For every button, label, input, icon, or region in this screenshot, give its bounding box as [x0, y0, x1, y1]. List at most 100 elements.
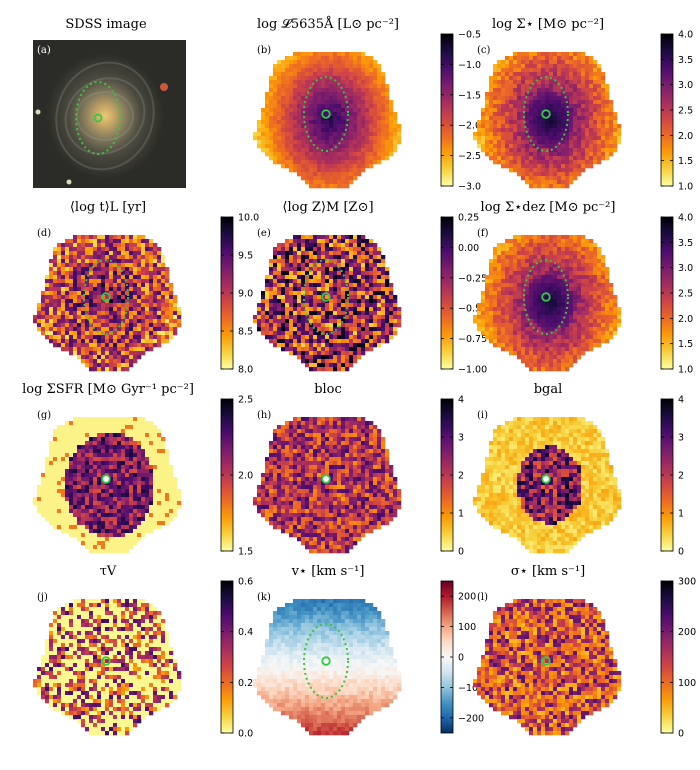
panel-label: (d)	[37, 228, 51, 239]
effective-radius-ellipse	[303, 623, 349, 699]
colorbar-tick-label: 8.0	[238, 365, 253, 376]
nucleus-marker	[321, 292, 331, 302]
colorbar-tick-label: 3	[458, 433, 464, 444]
colorbar-tick-label: 200	[678, 627, 696, 638]
panel-k-colorbar: 200 100 0 −100 −200	[440, 580, 484, 734]
colorbar-tick-label: 4.0	[678, 30, 693, 41]
effective-radius-ellipse	[523, 259, 569, 335]
colorbar-tick-label: 1	[678, 509, 684, 520]
panel-b: log 𝓛5635Å [L⊙ pc⁻²](b)−0.5−1.0−1.5−2.0−…	[253, 16, 481, 193]
colorbar-tick-label: 0.4	[238, 627, 253, 638]
colorbar-tick-label: 2	[678, 471, 684, 482]
colorbar-tick-label: 3.0	[678, 263, 693, 274]
panel-i-colorbar: 4 3 2 1 0	[660, 395, 684, 558]
colorbar-tick-label: 2.5	[678, 106, 693, 117]
panel-label: (k)	[257, 592, 271, 603]
colorbar-tick-label: 9.5	[238, 251, 253, 262]
panel-h-title: bloc	[314, 382, 342, 397]
panel-d-title: ⟨log t⟩L [yr]	[70, 200, 146, 215]
colorbar-tick-label: 0.00	[458, 243, 479, 254]
panel-f-title: log Σ⋆dez [M⊙ pc⁻²]	[481, 200, 616, 215]
colorbar-tick-label: 0.2	[238, 678, 253, 689]
colorbar-tick-label: 2.0	[678, 314, 693, 325]
panel-l-map	[473, 599, 622, 736]
panel-f: log Σ⋆dez [M⊙ pc⁻²] (f) 4.0 3.5 3.0 2.5 2.0 1.5…	[473, 200, 693, 376]
colorbar-tick-label: −1.0	[458, 60, 481, 71]
colorbar-tick-label: 100	[458, 622, 476, 633]
panel-g-map	[33, 417, 182, 554]
panel-c: log Σ⋆ [M⊙ pc⁻²] (c) 4.0 3.5 3.0 2.5 2.0 1.5 1.0	[473, 17, 693, 193]
effective-radius-ellipse	[83, 259, 129, 335]
colorbar-tick-label: 2.0	[678, 131, 693, 142]
panel-label: (a)	[37, 45, 51, 56]
panel-label: (h)	[257, 410, 271, 421]
colorbar-tick-label: 4.0	[678, 213, 693, 224]
effective-radius-ellipse	[75, 81, 121, 155]
nucleus-marker	[321, 474, 331, 484]
panel-j-title: τV	[100, 564, 117, 579]
colorbar-tick-label: 2.0	[238, 471, 253, 482]
colorbar-tick-label: −0.25	[458, 273, 487, 284]
colorbar-tick-label: 1.5	[678, 339, 693, 350]
nucleus-marker	[93, 113, 103, 123]
sdss-image	[33, 40, 186, 188]
colorbar-tick-label: −1.00	[458, 365, 487, 376]
colorbar-tick-label: 4	[458, 395, 464, 406]
colorbar-tick-label: 0	[678, 547, 684, 558]
panel-c-title: log Σ⋆ [M⊙ pc⁻²]	[492, 17, 604, 32]
colorbar-tick-label: 0	[678, 729, 684, 740]
colorbar-tick-label: 3.0	[678, 80, 693, 91]
colorbar-tick-label: 3.5	[678, 238, 693, 249]
nucleus-marker	[101, 656, 111, 666]
nucleus-marker	[541, 109, 551, 119]
panel-label: (l)	[477, 592, 488, 603]
colorbar-tick-label: 1.5	[678, 156, 693, 167]
colorbar-tick-label: −0.5	[458, 30, 481, 41]
panel-label: (b)	[257, 45, 271, 56]
panel-h-map	[253, 417, 402, 554]
colorbar-tick-label: 8.5	[238, 327, 253, 338]
panel-l-colorbar: 300 200 100 0	[660, 577, 696, 740]
panel-k-title: v⋆ [km s⁻¹]	[291, 564, 365, 579]
panel-b-map	[253, 52, 402, 189]
colorbar-tick-label: 3.5	[678, 55, 693, 66]
colorbar-tick-label: 0.6	[238, 577, 253, 588]
panel-c-map	[473, 52, 622, 189]
colorbar-tick-label: 2.5	[238, 395, 253, 406]
panel-e-map	[253, 235, 402, 372]
panel-b-colorbar: −0.5 −1.0 −1.5 −2.0 −2.5 −3.0	[440, 30, 481, 193]
colorbar-tick-label: 3	[678, 433, 684, 444]
panel-d-colorbar: 10.0 9.5 9.0 8.5 8.0	[220, 213, 259, 376]
effective-radius-ellipse	[303, 76, 349, 152]
panel-b-title: log 𝓛5635Å [L⊙ pc⁻²]	[257, 16, 399, 32]
colorbar-tick-label: 1.0	[678, 365, 693, 376]
panel-l: σ⋆ [km s⁻¹] (l) 300 200 100 0	[473, 564, 696, 740]
panel-i-title: bgal	[534, 382, 563, 397]
panel-g-colorbar: 2.5 2.0 1.5	[220, 395, 253, 558]
panel-e-title: ⟨log Z⟩M [Z⊙]	[282, 200, 373, 215]
colorbar-tick-label: 1.0	[678, 182, 693, 193]
panel-d-map	[33, 235, 182, 372]
panel-e-colorbar: 0.25 0.00 −0.25 −0.50 −0.75 −1.00	[440, 213, 487, 376]
colorbar-tick-label: 0.25	[458, 213, 479, 224]
panel-c-colorbar: 4.0 3.5 3.0 2.5 2.0 1.5 1.0	[660, 30, 693, 193]
panel-i: bgal (i) 4 3 2 1 0	[473, 382, 684, 558]
colorbar-tick-label: −3.0	[458, 182, 481, 193]
nucleus-marker	[541, 474, 551, 484]
panel-label: (g)	[37, 410, 51, 421]
panel-j-map	[33, 599, 182, 736]
colorbar-tick-label: 1	[458, 509, 464, 520]
colorbar-tick-label: −0.75	[458, 334, 487, 345]
colorbar-tick-label: 9.0	[238, 289, 253, 300]
nucleus-marker	[541, 656, 551, 666]
panel-label: (f)	[477, 228, 489, 239]
colorbar-tick-label: 0	[458, 547, 464, 558]
panel-g-title: log ΣSFR [M⊙ Gyr⁻¹ pc⁻²]	[22, 382, 194, 397]
colorbar-tick-label: 2.5	[678, 289, 693, 300]
colorbar-tick-label: 100	[678, 678, 696, 689]
colorbar-tick-label: 0	[458, 653, 464, 664]
nucleus-marker	[321, 109, 331, 119]
colorbar-tick-label: −100	[458, 683, 484, 694]
effective-radius-ellipse	[303, 259, 349, 335]
colorbar-tick-label: −2.5	[458, 151, 481, 162]
